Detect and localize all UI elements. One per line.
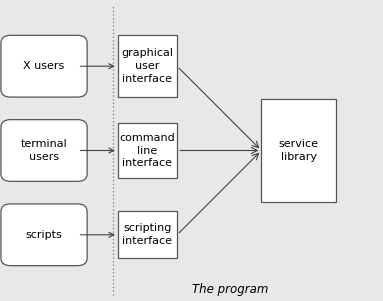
- FancyBboxPatch shape: [261, 99, 336, 202]
- Text: graphical
user
interface: graphical user interface: [121, 48, 173, 84]
- Text: terminal
users: terminal users: [21, 139, 67, 162]
- FancyBboxPatch shape: [1, 36, 87, 97]
- Text: scripting
interface: scripting interface: [123, 223, 172, 246]
- Text: service
library: service library: [279, 139, 319, 162]
- Text: The program: The program: [192, 283, 268, 296]
- FancyBboxPatch shape: [118, 123, 177, 178]
- Text: scripts: scripts: [26, 230, 62, 240]
- Text: command
line
interface: command line interface: [119, 133, 175, 168]
- Text: X users: X users: [23, 61, 65, 71]
- FancyBboxPatch shape: [118, 211, 177, 258]
- FancyBboxPatch shape: [1, 119, 87, 181]
- FancyBboxPatch shape: [118, 36, 177, 97]
- FancyBboxPatch shape: [1, 204, 87, 265]
